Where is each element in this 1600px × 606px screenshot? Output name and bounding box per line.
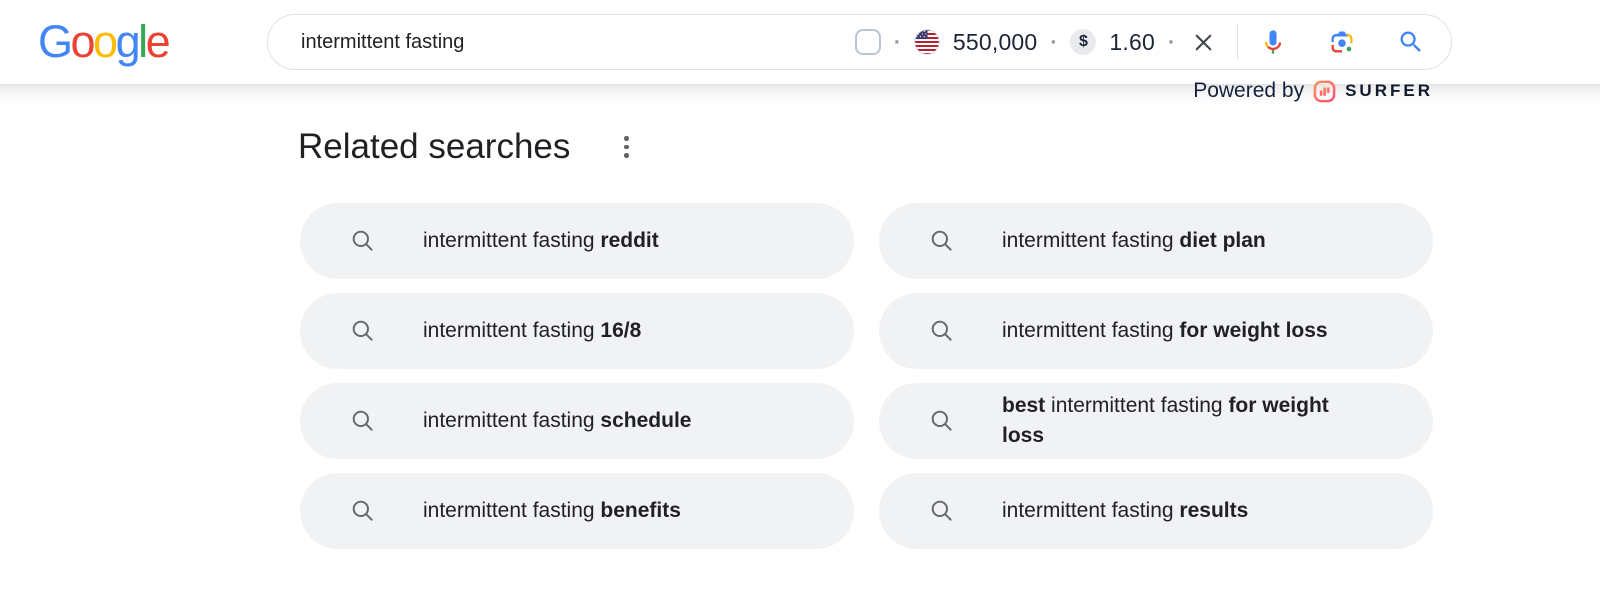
microphone-icon xyxy=(1264,30,1282,54)
logo-letter: G xyxy=(38,16,73,67)
related-search-text: intermittent fasting 16/8 xyxy=(423,319,642,342)
related-search-text: intermittent fasting reddit xyxy=(423,229,659,252)
search-bar: · xyxy=(267,14,1452,70)
related-search-text: intermittent fasting diet plan xyxy=(1002,229,1266,252)
search-input[interactable] xyxy=(301,30,855,54)
us-flag-icon xyxy=(913,29,940,55)
surfer-brand-label: SURFER xyxy=(1345,81,1433,100)
related-search-pill[interactable]: intermittent fasting diet plan xyxy=(879,203,1433,279)
cpc-value: 1.60 xyxy=(1109,28,1155,55)
powered-by-surfer: Powered by SURFER xyxy=(1193,79,1433,103)
search-icon xyxy=(931,230,952,251)
surfer-metrics-widget: · xyxy=(854,28,1216,56)
search-volume-value: 550,000 xyxy=(952,28,1038,55)
related-search-pill[interactable]: intermittent fasting results xyxy=(879,473,1433,549)
clear-search-button[interactable] xyxy=(1191,30,1216,55)
related-search-text: intermittent fasting schedule xyxy=(423,409,692,432)
related-search-pill[interactable]: intermittent fasting for weight loss xyxy=(879,293,1433,369)
related-search-text: intermittent fasting benefits xyxy=(423,499,681,522)
voice-search-button[interactable] xyxy=(1259,28,1287,56)
lens-search-button[interactable] xyxy=(1328,28,1356,56)
related-search-text: best intermittent fasting for weight los… xyxy=(1002,394,1329,447)
related-search-pill[interactable]: intermittent fasting 16/8 xyxy=(300,293,854,369)
related-searches-heading: Related searches xyxy=(298,127,571,166)
search-icon xyxy=(931,320,952,341)
dollar-icon: $ xyxy=(1070,29,1097,55)
more-options-icon[interactable] xyxy=(612,133,640,161)
search-icon xyxy=(352,500,373,521)
logo-letter: o xyxy=(93,16,118,67)
dot-separator: · xyxy=(1050,30,1058,54)
header-shadow xyxy=(0,84,1600,103)
related-search-pill[interactable]: best intermittent fasting for weight los… xyxy=(879,383,1433,459)
search-submit-button[interactable] xyxy=(1397,28,1425,56)
dot-separator: · xyxy=(893,30,901,54)
search-icon xyxy=(1400,31,1421,52)
close-icon xyxy=(1195,34,1212,50)
powered-by-label: Powered by xyxy=(1193,79,1305,102)
related-search-pill[interactable]: intermittent fasting schedule xyxy=(300,383,854,459)
search-icon xyxy=(352,230,373,251)
search-icon xyxy=(352,320,373,341)
searchbar-actions xyxy=(1259,28,1425,56)
related-searches-grid: intermittent fasting reddit intermittent… xyxy=(300,203,1433,549)
search-icon xyxy=(352,410,373,431)
search-header: Google · xyxy=(0,0,1600,84)
surfer-logo-icon xyxy=(1313,80,1336,102)
related-search-pill[interactable]: intermittent fasting reddit xyxy=(300,203,854,279)
related-search-pill[interactable]: intermittent fasting benefits xyxy=(300,473,854,549)
surfer-select-checkbox[interactable] xyxy=(854,29,881,55)
google-logo[interactable]: Google xyxy=(38,0,267,84)
related-search-text: intermittent fasting for weight loss xyxy=(1002,319,1328,342)
logo-letter: l xyxy=(138,16,148,67)
related-search-text: intermittent fasting results xyxy=(1002,499,1249,522)
logo-letter: o xyxy=(70,16,96,67)
search-icon xyxy=(931,410,952,431)
dot-separator: · xyxy=(1168,30,1175,54)
search-icon xyxy=(931,500,952,521)
logo-letter: g xyxy=(115,16,141,67)
logo-letter: e xyxy=(145,16,171,67)
searchbar-divider xyxy=(1237,24,1238,60)
google-lens-icon xyxy=(1331,31,1353,53)
